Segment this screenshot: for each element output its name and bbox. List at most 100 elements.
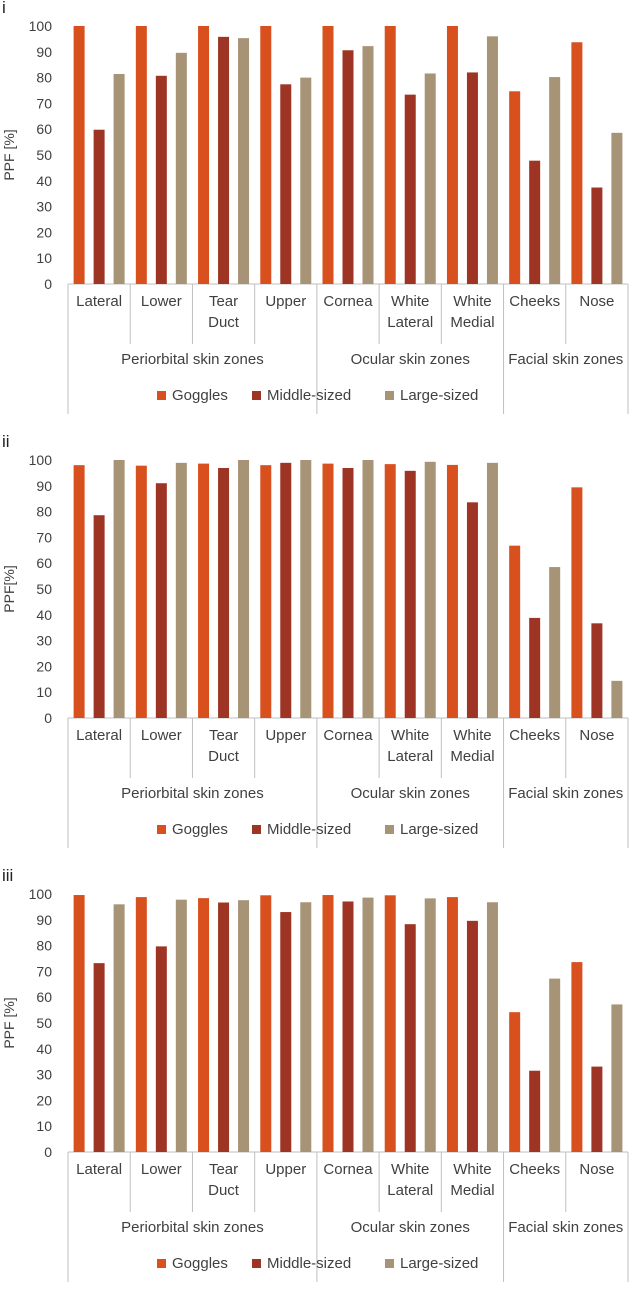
category-label: White [453,727,491,744]
y-tick-label: 100 [29,886,53,902]
bar-goggles [73,465,85,718]
bar-middle [218,36,230,284]
bar-large [300,460,312,718]
legend-swatch [252,825,261,834]
category-label: Cheeks [509,727,560,744]
y-tick-label: 70 [36,529,52,545]
group-label: Ocular skin zones [351,785,470,802]
bar-chart: 0 10 20 30 40 50 60 70 80 90 100 PPF[%] Lateral Lower… [1,452,629,848]
bar-goggles [260,26,272,284]
bar-large [238,460,250,718]
group-label: Periorbital skin zones [121,785,264,802]
bar-large [113,73,125,284]
category-label: Lateral [76,1161,122,1178]
bar-large [486,36,498,284]
y-tick-label: 80 [36,70,52,86]
bar-goggles [446,897,458,1152]
chart-panel-i: i 0 10 20 30 40 50 60 70 80 90 100 PPF [%] Lateral Lo… [0,0,630,434]
bar-goggles [446,464,458,718]
bar-middle [155,75,167,284]
y-tick-label: 90 [36,912,52,928]
bar-goggles [571,42,583,285]
bar-large [424,73,436,284]
legend-swatch [157,825,166,834]
y-tick-label: 20 [36,1092,52,1108]
bar-middle [404,94,416,285]
category-label: Nose [579,293,614,310]
category-label: Tear [209,1161,238,1178]
category-label: Duct [208,748,240,765]
legend-swatch [252,391,261,400]
group-label: Facial skin zones [508,1219,623,1236]
bar-large [611,132,623,284]
category-label: Cheeks [509,1161,560,1178]
bar-goggles [384,464,396,718]
chart-panel-iii: iii 0 10 20 30 40 50 60 70 80 90 100 PPF [%] Lateral… [0,866,630,1302]
legend-label: Large-sized [400,821,478,838]
bar-middle [342,50,354,284]
y-axis-label: PPF [%] [1,997,17,1048]
bar-large [300,902,312,1152]
category-label: Upper [265,293,306,310]
y-tick-label: 60 [36,989,52,1005]
y-tick-label: 0 [44,1144,52,1160]
bar-large [549,567,561,718]
legend-label: Middle-sized [267,387,351,404]
category-label: Tear [209,293,238,310]
y-axis-label: PPF[%] [1,565,17,612]
bar-middle [529,1070,541,1152]
y-tick-label: 50 [36,1015,52,1031]
legend-swatch [157,1259,166,1268]
bar-goggles [509,545,521,718]
y-tick-label: 30 [36,1067,52,1083]
bar-goggles [322,26,334,284]
category-label: White [391,1161,429,1178]
category-label: Lateral [76,727,122,744]
category-label: Medial [450,314,494,331]
bar-chart: 0 10 20 30 40 50 60 70 80 90 100 PPF [%] Lateral Lowe… [1,886,629,1282]
bar-middle [280,912,292,1152]
y-tick-label: 70 [36,963,52,979]
y-axis-label: PPF [%] [1,129,17,180]
bar-goggles [198,26,210,284]
bar-middle [155,483,167,718]
bar-large [549,77,561,284]
y-tick-label: 10 [36,684,52,700]
y-tick-label: 20 [36,658,52,674]
bar-large [175,899,187,1152]
bar-middle [591,187,603,284]
category-label: Lower [141,727,182,744]
category-label: Upper [265,1161,306,1178]
category-label: White [453,293,491,310]
bar-middle [342,467,354,718]
bar-large [424,461,436,718]
bar-middle [93,515,105,718]
category-label: Lateral [76,293,122,310]
bar-middle [466,920,478,1152]
bar-large [611,1004,623,1152]
bar-goggles [384,26,396,284]
bar-goggles [260,895,272,1152]
bar-goggles [73,26,85,284]
legend-label: Middle-sized [267,1255,351,1272]
y-tick-label: 30 [36,199,52,215]
bar-large [362,46,374,285]
legend-swatch [385,825,394,834]
bar-middle [280,84,292,284]
bar-large [175,462,187,718]
y-tick-label: 0 [44,710,52,726]
category-label: Lateral [387,748,433,765]
bar-goggles [135,465,147,718]
bar-goggles [73,895,85,1152]
bar-large [486,902,498,1152]
category-label: Nose [579,1161,614,1178]
y-tick-label: 90 [36,478,52,494]
bar-goggles [198,898,210,1152]
y-tick-label: 100 [29,452,53,468]
category-label: Lateral [387,314,433,331]
bar-middle [404,924,416,1152]
category-label: Cornea [323,727,373,744]
y-tick-label: 10 [36,250,52,266]
legend-label: Goggles [172,387,228,404]
group-label: Ocular skin zones [351,1219,470,1236]
